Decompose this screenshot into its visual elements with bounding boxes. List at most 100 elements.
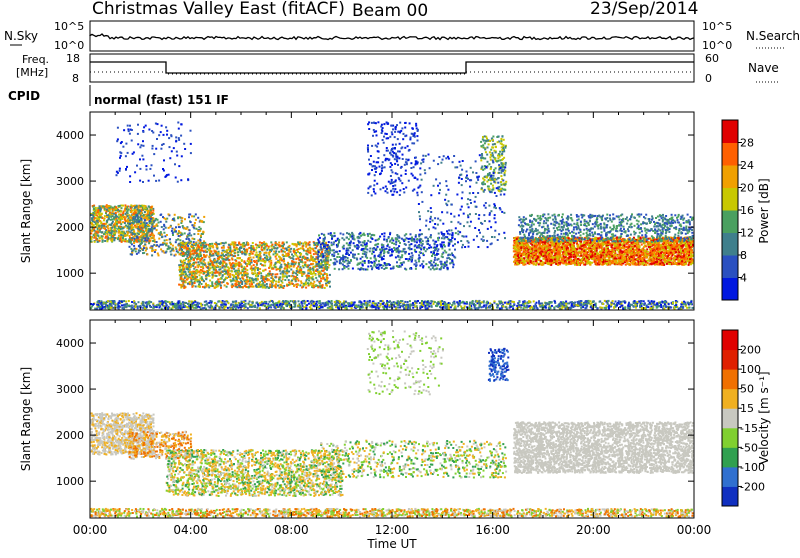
power-cell (404, 147, 406, 149)
power-cell (114, 223, 116, 225)
power-cell (204, 287, 206, 289)
power-cell (234, 270, 236, 272)
power-cell (420, 248, 422, 250)
power-cell (274, 266, 276, 268)
power-cell (312, 268, 314, 270)
power-cell (248, 247, 250, 249)
power-cell (197, 217, 199, 219)
power-cell (215, 281, 217, 283)
power-cell (341, 257, 343, 259)
power-cell (131, 254, 133, 256)
power-cell (213, 269, 215, 271)
power-cell (287, 252, 289, 254)
power-cell (112, 221, 114, 223)
power-cell (402, 158, 404, 160)
power-cell (313, 253, 315, 255)
power-cell (183, 267, 185, 269)
power-cell (209, 263, 211, 265)
power-cell (391, 125, 393, 127)
power-cell (273, 253, 275, 255)
nave-tick-low: 0 (705, 72, 712, 85)
power-cell (286, 285, 288, 287)
power-cell (191, 282, 193, 284)
power-cell (279, 284, 281, 286)
power-cell (400, 167, 402, 169)
power-cell (182, 284, 184, 286)
power-cell (238, 257, 240, 259)
power-cell (192, 238, 194, 240)
power-cell (500, 162, 502, 164)
power-cell (253, 264, 255, 266)
power-cell (186, 256, 188, 258)
power-cell (124, 204, 126, 206)
power-cell (178, 284, 180, 286)
power-cell (397, 138, 399, 140)
power-cell (120, 231, 122, 233)
power-cell (90, 232, 92, 234)
power-cell (274, 247, 276, 249)
power-cell (325, 266, 327, 268)
power-cell (416, 241, 418, 243)
power-cell (230, 280, 232, 282)
power-cell (294, 244, 296, 246)
power-cell (229, 263, 231, 265)
power-cell (97, 223, 99, 225)
power-cell (156, 229, 158, 231)
power-cell (483, 157, 485, 159)
power-cell (199, 274, 201, 276)
power-cell (324, 244, 326, 246)
power-cell (320, 266, 322, 268)
power-cell (188, 238, 190, 240)
power-cell (328, 253, 330, 255)
power-cell (222, 265, 224, 267)
power-cell (430, 260, 432, 262)
power-cell (204, 264, 206, 266)
power-cell (373, 191, 375, 193)
power-cell (275, 242, 277, 244)
power-cell (386, 248, 388, 250)
power-cell (172, 232, 174, 234)
power-cell (281, 251, 283, 253)
power-cell (222, 274, 224, 276)
power-cell (239, 278, 241, 280)
power-cell (118, 227, 120, 229)
power-cell (97, 211, 99, 213)
power-cell (285, 248, 287, 250)
power-cell (391, 169, 393, 171)
power-cell (232, 262, 234, 264)
power-cell (352, 233, 354, 235)
power-cell (199, 241, 201, 243)
power-cell (150, 229, 152, 231)
power-cell (136, 253, 138, 255)
power-cell (333, 255, 335, 257)
power-cell (228, 244, 230, 246)
power-cell (295, 284, 297, 286)
power-cell (444, 250, 446, 252)
power-cell (235, 273, 237, 275)
power-cell (264, 281, 266, 283)
power-cell (483, 147, 485, 149)
power-cell (376, 161, 378, 163)
power-cell (235, 280, 237, 282)
power-cell (109, 207, 111, 209)
power-cell (305, 287, 307, 289)
power-cell (418, 235, 420, 237)
power-cell (394, 188, 396, 190)
power-cell (233, 264, 235, 266)
power-cell (235, 277, 237, 279)
power-cell (388, 181, 390, 183)
power-cell (218, 283, 220, 285)
power-cell (306, 254, 308, 256)
power-cell (416, 238, 418, 240)
power-cell (388, 236, 390, 238)
power-cell (383, 154, 385, 156)
power-cell (162, 236, 164, 238)
power-cell (175, 241, 177, 243)
power-cell (140, 205, 142, 207)
power-cell (377, 143, 379, 145)
power-cell (449, 262, 451, 264)
power-cell (255, 267, 257, 269)
power-cell (189, 232, 191, 234)
power-cell (482, 169, 484, 171)
power-cell (144, 237, 146, 239)
